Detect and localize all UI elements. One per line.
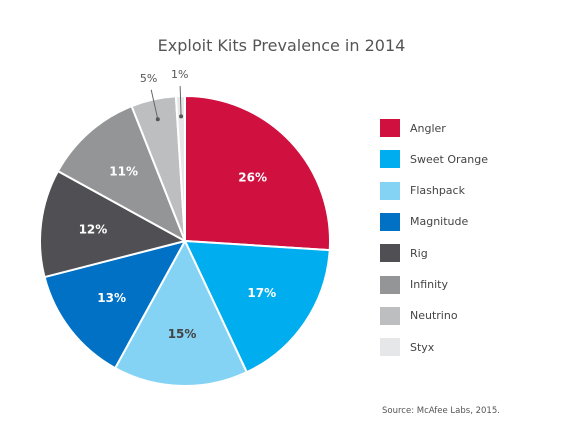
leader-line-styx	[179, 86, 182, 117]
pie-slice-magnitude	[43, 240, 186, 370]
legend-swatch	[380, 119, 400, 137]
legend-swatch	[380, 212, 400, 231]
legend-swatch	[380, 306, 400, 325]
legend-label: Flashpack	[410, 184, 465, 198]
legend-swatch	[380, 244, 400, 263]
legend-item-angler: Angler	[380, 118, 446, 138]
pie-slice-angler	[184, 95, 331, 252]
legend-swatch	[380, 275, 400, 294]
legend-swatch	[380, 181, 400, 200]
pie-slice-infinity	[56, 105, 186, 242]
source-note: Source: McAfee Labs, 2015.	[382, 406, 500, 416]
legend-swatch	[380, 338, 400, 357]
legend-item-magnitude: Magnitude	[380, 212, 468, 232]
slice-label-rig: 12%	[79, 222, 108, 236]
legend-label: Neutrino	[410, 309, 458, 323]
slice-label-flashpack: 15%	[168, 327, 197, 341]
slice-label-styx: 1%	[171, 68, 188, 81]
legend-item-rig: Rig	[380, 243, 428, 263]
slice-label-infinity: 11%	[109, 164, 138, 178]
chart-title: Exploit Kits Prevalence in 2014	[157, 36, 406, 55]
pie-slice-sweet-orange	[184, 240, 331, 374]
legend-label: Styx	[410, 340, 435, 354]
legend-item-infinity: Infinity	[380, 275, 448, 295]
legend-swatch	[380, 150, 400, 169]
slice-label-neutrino: 5%	[140, 72, 157, 85]
leader-dot-styx	[179, 114, 184, 119]
legend-label: Magnitude	[410, 215, 469, 229]
legend-item-neutrino: Neutrino	[380, 306, 458, 326]
legend-item-sweet-orange: Sweet Orange	[380, 149, 488, 169]
slice-label-magnitude: 13%	[97, 291, 126, 305]
pie-slice-flashpack	[114, 240, 248, 387]
legend-label: Sweet Orange	[410, 152, 488, 166]
leader-dot-neutrino	[155, 117, 160, 122]
slice-label-sweet-orange: 17%	[247, 286, 276, 300]
leader-line-neutrino	[150, 89, 159, 120]
legend-item-flashpack: Flashpack	[380, 181, 465, 201]
legend-label: Rig	[410, 246, 428, 260]
legend-label: Angler	[410, 121, 446, 135]
slice-label-angler: 26%	[238, 170, 267, 184]
pie-slice-rig	[39, 170, 186, 279]
legend-item-styx: Styx	[380, 337, 434, 357]
legend-label: Infinity	[410, 278, 448, 291]
